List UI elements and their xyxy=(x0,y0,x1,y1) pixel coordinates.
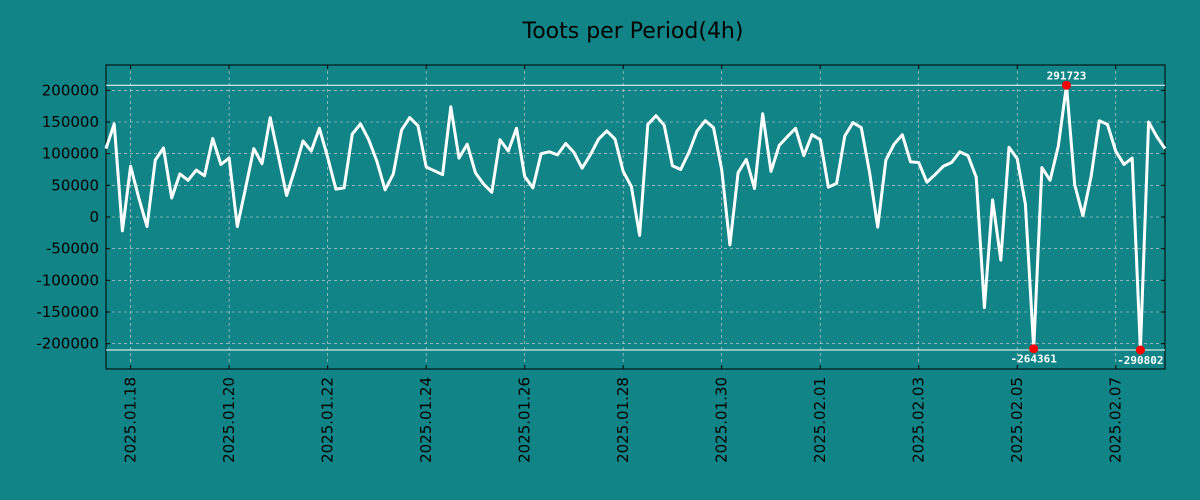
y-tick-label: 150000 xyxy=(42,113,99,131)
extreme-annotation: -290802 xyxy=(1117,354,1163,367)
y-tick-label: 200000 xyxy=(42,81,99,99)
x-tick-label: 2025.02.05 xyxy=(1008,377,1026,463)
y-tick-label: 100000 xyxy=(42,145,99,163)
x-tick-label: 2025.01.26 xyxy=(516,377,534,463)
x-tick-label: 2025.01.28 xyxy=(614,377,632,463)
x-tick-label: 2025.01.18 xyxy=(122,377,140,463)
extreme-annotation: -264361 xyxy=(1010,353,1057,366)
x-tick-label: 2025.02.01 xyxy=(811,377,829,463)
chart-title: Toots per Period(4h) xyxy=(522,19,744,44)
y-tick-label: -150000 xyxy=(36,303,99,321)
y-tick-label: -200000 xyxy=(36,335,99,353)
y-tick-label: -50000 xyxy=(46,240,99,258)
series-line xyxy=(104,83,1167,352)
x-tick-label: 2025.01.24 xyxy=(417,377,435,463)
x-tick-label: 2025.01.30 xyxy=(713,377,731,463)
x-tick-label: 2025.02.07 xyxy=(1107,377,1125,463)
extreme-annotation: 291723 xyxy=(1047,69,1087,82)
x-tick-label: 2025.02.03 xyxy=(910,377,928,463)
extreme-marker xyxy=(1135,345,1145,355)
y-tick-label: -100000 xyxy=(36,271,99,289)
extreme-marker xyxy=(1029,344,1039,354)
plot-area: 200000 150000 100000 50000 0 -50000 -100000 -15… xyxy=(36,64,1167,463)
x-tick-label: 2025.01.20 xyxy=(220,377,238,463)
y-tick-label: 0 xyxy=(89,208,99,226)
x-tick-label: 2025.01.22 xyxy=(319,377,337,463)
y-tick-label: 50000 xyxy=(51,176,99,194)
extreme-marker xyxy=(1061,80,1071,90)
